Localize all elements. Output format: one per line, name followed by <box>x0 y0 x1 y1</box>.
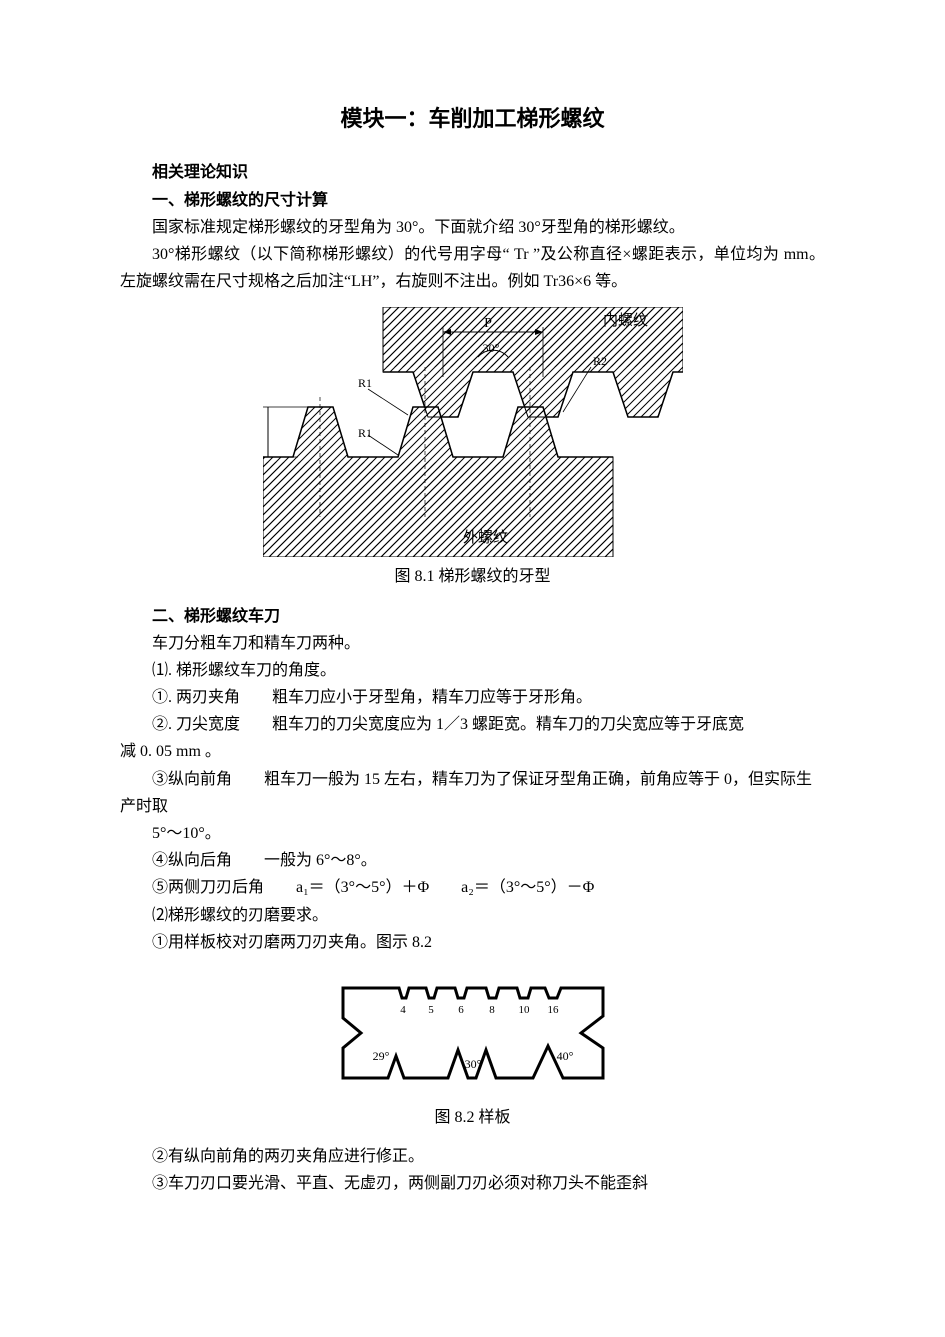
fig1-label-inner: 内螺纹 <box>603 312 648 329</box>
item-1c-cont: 5°～10°。 <box>120 820 825 847</box>
fig2-top-2: 6 <box>458 1004 464 1016</box>
item-1c: ③纵向前角 粗车刀一般为 15 左右，精车刀为了保证牙型角正确，前角应等于 0，… <box>120 766 825 820</box>
page-title: 模块一：车削加工梯形螺纹 <box>120 100 825 137</box>
fig1-label-r2: R2 <box>593 354 607 368</box>
item-1b-cont: 减 0. 05 mm 。 <box>120 738 825 765</box>
figure-1: P 30° R1 R1 R2 内螺纹 外螺纹 <box>120 307 825 557</box>
item-1: ⑴. 梯形螺纹车刀的角度。 <box>120 657 825 684</box>
fig2-bot-1: 30° <box>464 1057 481 1071</box>
item-1a: ①. 两刃夹角 粗车刀应小于牙型角，精车刀应等于牙形角。 <box>120 684 825 711</box>
fig2-top-3: 8 <box>489 1004 495 1016</box>
figure-1-caption: 图 8.1 梯形螺纹的牙型 <box>120 563 825 590</box>
fig2-top-5: 16 <box>547 1004 559 1016</box>
fig1-label-outer: 外螺纹 <box>463 529 508 546</box>
related-knowledge-header: 相关理论知识 <box>120 159 825 186</box>
figure-2-caption: 图 8.2 样板 <box>120 1104 825 1131</box>
para-1: 国家标准规定梯形螺纹的牙型角为 30°。下面就介绍 30°牙型角的梯形螺纹。 <box>120 214 825 241</box>
fig2-top-0: 4 <box>400 1004 406 1016</box>
fig2-bot-2: 40° <box>556 1049 573 1063</box>
fig2-top-1: 5 <box>428 1004 434 1016</box>
item-1d: ④纵向后角 一般为 6°～8°。 <box>120 847 825 874</box>
figure-2: 4 5 6 8 10 16 29° 30° 40° <box>120 968 825 1098</box>
item-1b: ②. 刀尖宽度 粗车刀的刀尖宽度应为 1／3 螺距宽。精车刀的刀尖宽应等于牙底宽 <box>120 711 825 738</box>
fig1-label-30: 30° <box>482 341 499 355</box>
para-3: 车刀分粗车刀和精车刀两种。 <box>120 630 825 657</box>
fig2-top-4: 10 <box>518 1004 530 1016</box>
item-2: ⑵梯形螺纹的刃磨要求。 <box>120 902 825 929</box>
item-1e: ⑤两侧刀刃后角 a₁＝（3°～5°）＋Φ a₂＝（3°～5°）－Φ <box>120 874 825 901</box>
section-2-header: 二、梯形螺纹车刀 <box>120 603 825 630</box>
section-1-header: 一、梯形螺纹的尺寸计算 <box>120 187 825 214</box>
para-2: 30°梯形螺纹（以下简称梯形螺纹）的代号用字母“ Tr ”及公称直径×螺距表示，… <box>120 241 825 295</box>
item-2b: ②有纵向前角的两刃夹角应进行修正。 <box>120 1143 825 1170</box>
fig1-label-p: P <box>484 316 492 331</box>
fig1-label-r1: R1 <box>358 376 372 390</box>
item-2c: ③车刀刃口要光滑、平直、无虚刃，两侧副刀刃必须对称刀头不能歪斜 <box>120 1170 825 1197</box>
item-2a: ①用样板校对刃磨两刀刃夹角。图示 8.2 <box>120 929 825 956</box>
fig1-label-r1b: R1 <box>358 426 372 440</box>
fig2-bot-0: 29° <box>372 1049 389 1063</box>
